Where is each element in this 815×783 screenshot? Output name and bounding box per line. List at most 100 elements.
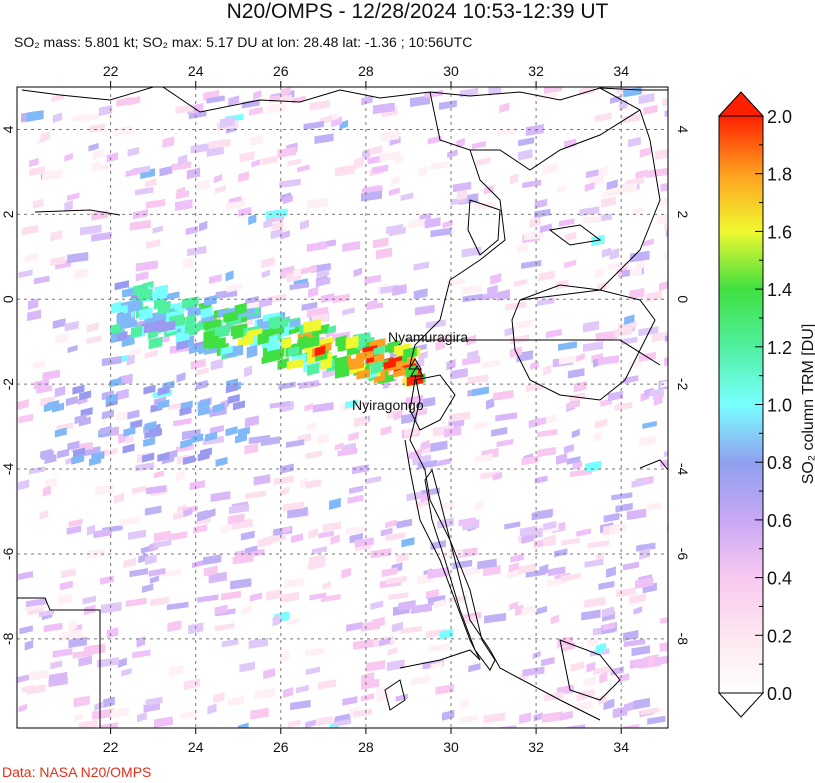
lat-tick-right: -8 <box>675 633 691 646</box>
plume-pixel <box>142 452 155 463</box>
plume-pixel <box>133 283 149 296</box>
so2-pixel <box>225 270 234 282</box>
plume-pixel <box>180 438 193 449</box>
so2-pixel <box>462 293 483 303</box>
so2-pixel <box>60 568 76 579</box>
so2-pixel <box>342 696 358 706</box>
so2-pixel <box>125 597 147 607</box>
so2-pixel <box>564 259 577 269</box>
lon-tick-bottom: 30 <box>443 739 459 755</box>
so2-pixel <box>599 672 608 684</box>
so2-pixel <box>322 581 331 590</box>
so2-pixel <box>601 606 614 618</box>
so2-pixel <box>433 599 445 609</box>
so2-pixel <box>78 719 98 728</box>
so2-pixel <box>320 594 341 603</box>
colorbar-tick: 1.2 <box>767 338 792 358</box>
so2-pixel <box>182 257 194 270</box>
plume-pixel <box>405 364 418 378</box>
so2-pixel <box>534 208 551 219</box>
so2-pixel <box>52 112 63 123</box>
lat-tick-right: -6 <box>675 548 691 561</box>
so2-pixel <box>560 572 581 582</box>
nyiragongo-triangle-icon[interactable] <box>410 365 424 377</box>
so2-pixel <box>601 196 616 208</box>
so2-pixel <box>563 443 574 454</box>
so2-pixel <box>285 439 305 448</box>
so2-pixel <box>388 592 409 601</box>
plume-pixel <box>257 331 269 346</box>
so2-pixel <box>101 355 122 367</box>
so2-pixel <box>579 206 600 217</box>
so2-pixel <box>452 559 473 570</box>
so2-pixel <box>342 240 361 252</box>
so2-pixel <box>380 527 393 537</box>
so2-pixel <box>581 609 601 621</box>
so2-pixel <box>496 289 511 302</box>
so2-pixel <box>26 684 46 695</box>
plume-pixel <box>214 325 230 339</box>
so2-pixel <box>33 275 50 285</box>
so2-pixel <box>341 567 351 579</box>
so2-pixel <box>17 399 29 411</box>
so2-pixel <box>410 603 432 614</box>
so2-pixel <box>42 369 60 381</box>
so2-pixel <box>598 165 608 178</box>
so2-pixel <box>300 265 317 275</box>
so2-pixel <box>598 580 615 590</box>
so2-pixel <box>280 486 290 496</box>
lon-tick-top: 30 <box>443 63 459 79</box>
so2-pixel <box>175 199 193 212</box>
so2-pixel <box>544 413 557 425</box>
so2-pixel <box>92 708 114 720</box>
so2-pixel <box>435 684 455 695</box>
so2-pixel <box>430 440 448 453</box>
so2-pixel <box>36 385 53 394</box>
so2-pixel <box>583 676 597 688</box>
so2-pixel <box>404 427 419 438</box>
coastlines-borders <box>17 87 668 728</box>
so2-pixel <box>330 534 340 545</box>
so2-pixel <box>97 657 120 668</box>
so2-pixel <box>510 553 524 563</box>
so2-pixel <box>113 493 125 504</box>
so2-pixel <box>639 147 651 158</box>
so2-pixel <box>197 509 208 522</box>
so2-pixel <box>18 413 34 424</box>
so2-pixel <box>24 639 34 651</box>
so2-pixel <box>415 499 430 508</box>
plume-pixel <box>225 383 238 394</box>
so2-pixel <box>396 518 413 529</box>
plume-pixel <box>110 301 122 314</box>
so2-pixel <box>259 297 273 308</box>
so2-pixel <box>57 593 73 605</box>
so2-pixel <box>518 137 535 147</box>
so2-pixel <box>475 157 491 167</box>
so2-pixel <box>361 148 371 160</box>
so2-pixel <box>622 723 640 728</box>
colorbar-tick: 1.6 <box>767 222 792 242</box>
plume-pixel <box>200 306 213 319</box>
plume-pixel <box>143 436 156 447</box>
so2-pixel <box>477 558 497 570</box>
so2-pixel <box>240 530 255 541</box>
so2-pixel <box>421 439 430 451</box>
so2-pixel <box>315 277 331 287</box>
so2-pixel <box>250 707 269 720</box>
so2-pixel <box>176 372 186 383</box>
plume-pixel <box>195 379 208 390</box>
lon-tick-bottom: 32 <box>528 739 544 755</box>
so2-pixel <box>632 207 643 216</box>
so2-pixel <box>309 100 331 111</box>
so2-pixel <box>67 251 89 264</box>
so2-pixel <box>129 568 148 578</box>
so2-pixel <box>533 712 543 722</box>
so2-pixel <box>87 524 96 536</box>
so2-pixel <box>68 518 83 528</box>
so2-pixel <box>635 577 654 589</box>
so2-pixel <box>141 583 154 593</box>
so2-pixel <box>595 330 618 342</box>
so2-pixel <box>113 125 133 137</box>
so2-pixel <box>597 694 607 706</box>
